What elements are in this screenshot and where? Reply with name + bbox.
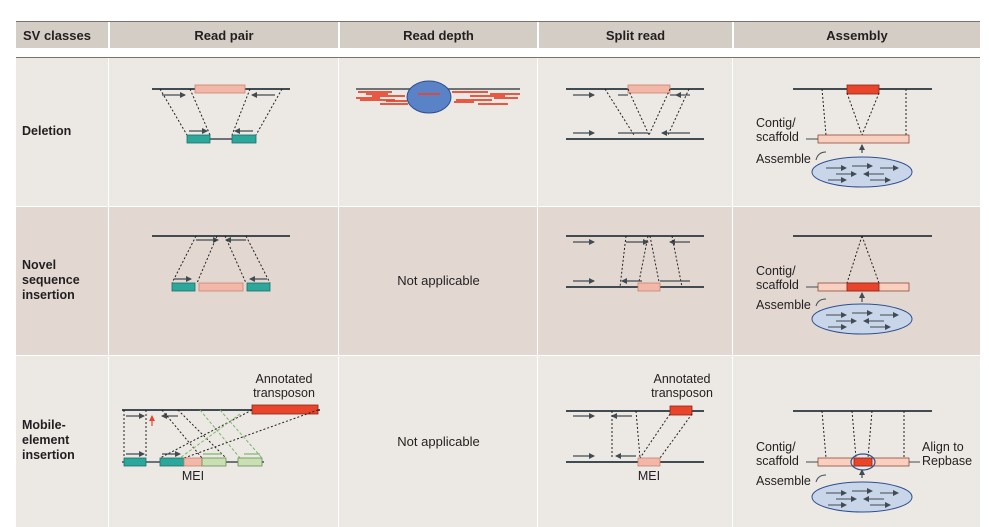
row-bg-deletion [16,58,980,206]
header-top-rule [16,21,980,22]
header-split-read: Split read [539,22,732,48]
mobile-read-pair-diagram: Annotated transposon MEI [122,372,320,483]
header-read-pair: Read pair [110,22,338,48]
mobile-split-read-transposon-label: Annotated transposon [651,372,713,400]
assemble-label-deletion: Assemble [756,152,811,166]
mobile-split-read-diagram: Annotated transposon MEI [566,372,713,483]
assemble-label-novel: Assemble [756,298,811,312]
header-sv-classes: SV classes [16,22,108,48]
assemble-label-mobile: Assemble [756,474,811,488]
row-divider [16,206,980,207]
column-divider [338,58,339,527]
contig-label-novel: Contig/ scaffold [756,264,799,292]
not-applicable-mobile: Not applicable [397,434,480,449]
mobile-split-read-mei-label: MEI [638,469,660,483]
row-bg-novel-insertion [16,207,980,355]
mobile-assembly-diagram: Align to Repbase [793,410,972,513]
row-label-mobile-element-insertion: Mobile-element insertion [22,418,75,462]
deletion-assembly-diagram [793,84,932,188]
column-divider [537,58,538,527]
mobile-read-pair-transposon-label: Annotated transposon [253,372,315,400]
header-assembly: Assembly [734,22,980,48]
column-divider [732,58,733,527]
row-divider [16,355,980,356]
deletion-read-depth-diagram [356,80,520,114]
not-applicable-novel: Not applicable [397,273,480,288]
body-top-rule [16,57,980,58]
deletion-split-read-diagram [566,84,704,140]
header-read-depth: Read depth [340,22,537,48]
deletion-read-pair-diagram [152,84,290,144]
contig-label-mobile: Contig/ scaffold [756,440,799,468]
contig-label-deletion: Contig/ scaffold [756,116,799,144]
mobile-read-pair-mei-label: MEI [182,469,204,483]
novel-read-pair-diagram [152,235,290,292]
row-label-deletion: Deletion [22,124,72,138]
novel-assembly-diagram [793,235,932,335]
align-to-repbase-label: Align to Repbase [922,440,972,468]
column-divider [108,58,109,527]
novel-split-read-diagram [566,235,704,292]
row-label-novel-sequence-insertion: Novel sequence insertion [22,258,80,302]
